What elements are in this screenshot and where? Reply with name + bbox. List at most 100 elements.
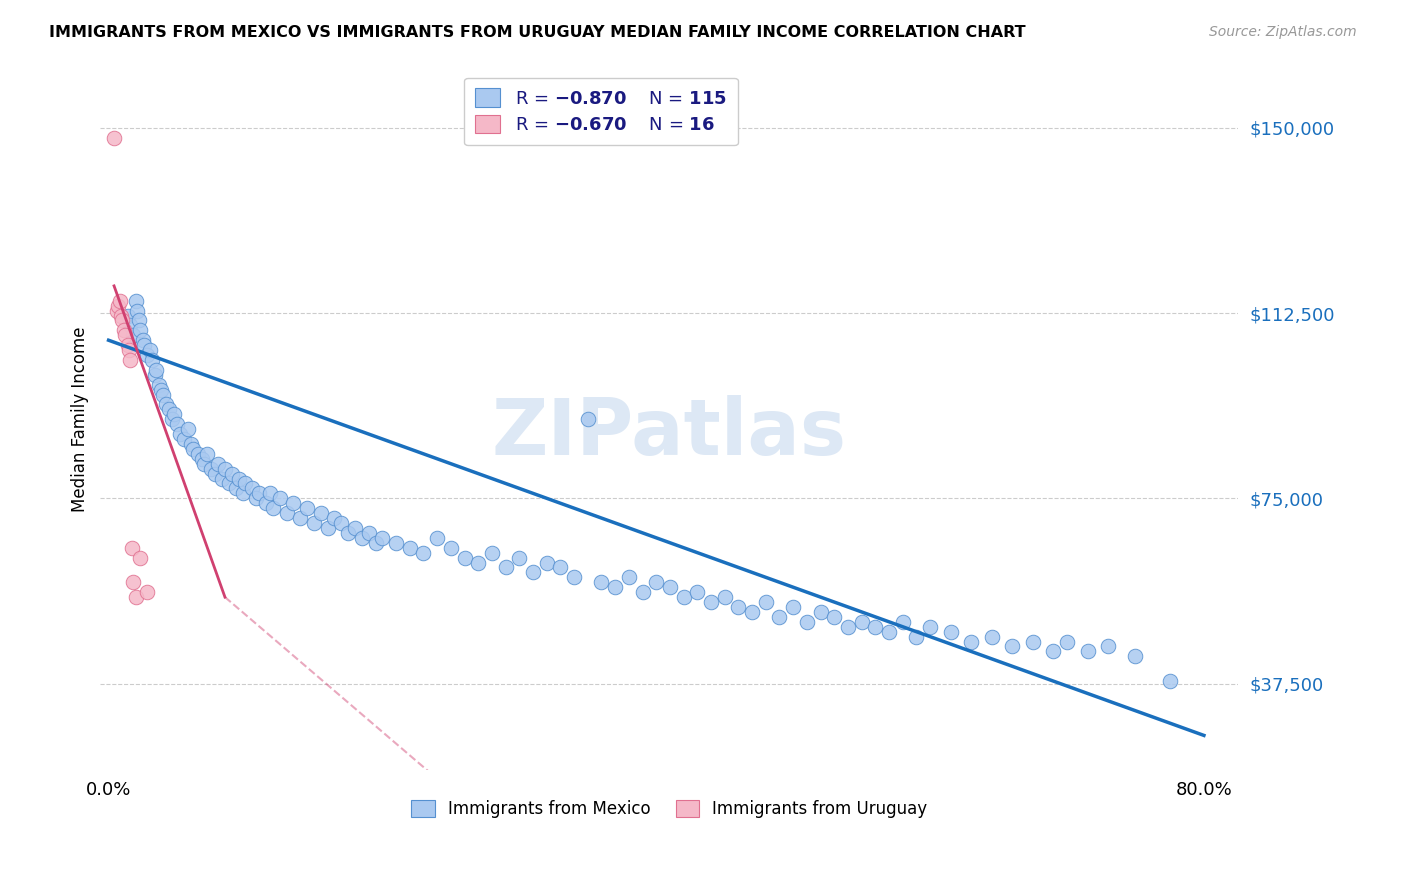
- Point: [672, 590, 695, 604]
- Point: [276, 506, 298, 520]
- Point: [190, 451, 212, 466]
- Point: [371, 531, 394, 545]
- Point: [135, 348, 157, 362]
- Point: [453, 550, 475, 565]
- Point: [302, 516, 325, 530]
- Point: [658, 580, 681, 594]
- Point: [262, 501, 284, 516]
- Point: [211, 471, 233, 485]
- Point: [204, 467, 226, 481]
- Point: [245, 491, 267, 506]
- Point: [851, 615, 873, 629]
- Point: [114, 328, 136, 343]
- Point: [290, 511, 312, 525]
- Point: [605, 580, 627, 594]
- Point: [155, 397, 177, 411]
- Point: [129, 323, 152, 337]
- Point: [118, 343, 141, 357]
- Point: [645, 575, 668, 590]
- Point: [117, 309, 139, 323]
- Point: [865, 620, 887, 634]
- Point: [891, 615, 914, 629]
- Point: [200, 461, 222, 475]
- Point: [117, 338, 139, 352]
- Point: [183, 442, 205, 456]
- Point: [495, 560, 517, 574]
- Point: [796, 615, 818, 629]
- Point: [177, 422, 200, 436]
- Point: [426, 531, 449, 545]
- Point: [1125, 649, 1147, 664]
- Point: [127, 303, 149, 318]
- Point: [193, 457, 215, 471]
- Point: [1001, 640, 1024, 654]
- Point: [357, 525, 380, 540]
- Point: [145, 363, 167, 377]
- Point: [269, 491, 291, 506]
- Point: [149, 383, 172, 397]
- Point: [440, 541, 463, 555]
- Point: [467, 556, 489, 570]
- Point: [295, 501, 318, 516]
- Point: [112, 323, 135, 337]
- Point: [1042, 644, 1064, 658]
- Point: [350, 531, 373, 545]
- Point: [536, 556, 558, 570]
- Point: [240, 482, 263, 496]
- Point: [214, 461, 236, 475]
- Point: [550, 560, 572, 574]
- Point: [481, 546, 503, 560]
- Point: [254, 496, 277, 510]
- Point: [920, 620, 942, 634]
- Point: [128, 313, 150, 327]
- Point: [768, 610, 790, 624]
- Point: [1159, 674, 1181, 689]
- Text: ZIPatlas: ZIPatlas: [492, 395, 846, 471]
- Point: [259, 486, 281, 500]
- Point: [235, 476, 257, 491]
- Point: [173, 432, 195, 446]
- Point: [132, 333, 155, 347]
- Point: [138, 343, 160, 357]
- Point: [810, 605, 832, 619]
- Point: [152, 387, 174, 401]
- Point: [741, 605, 763, 619]
- Point: [207, 457, 229, 471]
- Point: [344, 521, 367, 535]
- Point: [508, 550, 530, 565]
- Point: [105, 303, 128, 318]
- Point: [755, 595, 778, 609]
- Point: [122, 328, 145, 343]
- Point: [522, 566, 544, 580]
- Point: [309, 506, 332, 520]
- Point: [385, 535, 408, 549]
- Point: [120, 353, 142, 368]
- Point: [148, 377, 170, 392]
- Point: [1022, 634, 1045, 648]
- Point: [316, 521, 339, 535]
- Point: [700, 595, 723, 609]
- Point: [187, 447, 209, 461]
- Point: [364, 535, 387, 549]
- Point: [877, 624, 900, 639]
- Point: [110, 309, 132, 323]
- Point: [129, 550, 152, 565]
- Point: [120, 318, 142, 333]
- Point: [980, 630, 1002, 644]
- Point: [591, 575, 613, 590]
- Point: [412, 546, 434, 560]
- Point: [686, 585, 709, 599]
- Legend: Immigrants from Mexico, Immigrants from Uruguay: Immigrants from Mexico, Immigrants from …: [405, 793, 934, 825]
- Point: [727, 599, 749, 614]
- Point: [169, 427, 191, 442]
- Point: [247, 486, 270, 500]
- Point: [323, 511, 346, 525]
- Point: [125, 590, 148, 604]
- Point: [103, 130, 125, 145]
- Point: [122, 575, 145, 590]
- Point: [134, 338, 156, 352]
- Point: [823, 610, 845, 624]
- Point: [1056, 634, 1078, 648]
- Point: [121, 541, 143, 555]
- Point: [125, 293, 148, 308]
